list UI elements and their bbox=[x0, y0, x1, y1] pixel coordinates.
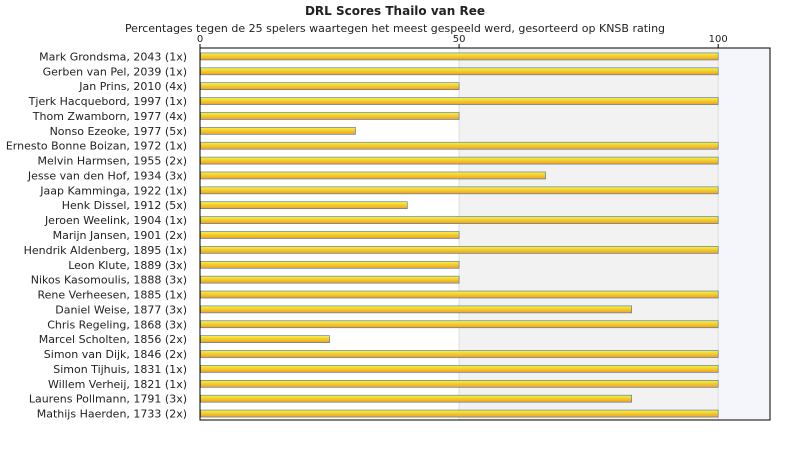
grid-band bbox=[718, 48, 770, 420]
category-label: Thom Zwamborn, 1977 (4x) bbox=[32, 110, 187, 123]
bar bbox=[200, 350, 719, 358]
bar bbox=[200, 171, 546, 180]
tick-label: 100 bbox=[709, 34, 728, 45]
bar bbox=[200, 82, 460, 90]
bar bbox=[200, 127, 356, 135]
bar bbox=[200, 335, 330, 343]
bar bbox=[200, 246, 719, 254]
category-label: Jan Prins, 2010 (4x) bbox=[78, 80, 187, 93]
bar bbox=[200, 305, 632, 314]
category-label: Jesse van den Hof, 1934 (3x) bbox=[27, 169, 187, 182]
category-label: Henk Dissel, 1912 (5x) bbox=[62, 199, 187, 212]
chart-subtitle: Percentages tegen de 25 spelers waartege… bbox=[124, 22, 666, 35]
category-label: Nonso Ezeoke, 1977 (5x) bbox=[50, 125, 187, 138]
category-label: Simon Tijhuis, 1831 (1x) bbox=[53, 363, 187, 376]
category-label: Willem Verheij, 1821 (1x) bbox=[48, 378, 187, 391]
tick-label: 0 bbox=[197, 34, 203, 45]
bar bbox=[200, 409, 719, 418]
category-label: Marcel Scholten, 1856 (2x) bbox=[39, 333, 187, 346]
bar bbox=[200, 52, 719, 61]
tick-label: 50 bbox=[453, 34, 466, 45]
bar bbox=[200, 394, 632, 403]
category-label: Melvin Harmsen, 1955 (2x) bbox=[38, 155, 187, 168]
category-label: Mathijs Haerden, 1733 (2x) bbox=[37, 408, 187, 421]
category-label: Hendrik Aldenberg, 1895 (1x) bbox=[24, 244, 187, 257]
category-label: Chris Regeling, 1868 (3x) bbox=[47, 318, 187, 331]
bar bbox=[200, 365, 719, 373]
bar bbox=[200, 379, 719, 388]
category-label: Marijn Jansen, 1901 (2x) bbox=[53, 229, 187, 242]
category-label: Nikos Kasomoulis, 1888 (3x) bbox=[31, 274, 187, 287]
grid-band bbox=[459, 48, 719, 420]
category-label: Daniel Weise, 1877 (3x) bbox=[55, 303, 187, 316]
bar bbox=[200, 186, 719, 195]
category-label: Tjerk Hacquebord, 1997 (1x) bbox=[28, 95, 187, 108]
bar bbox=[200, 141, 719, 150]
bar bbox=[200, 216, 719, 224]
category-label: Gerben van Pel, 2039 (1x) bbox=[43, 65, 187, 78]
bar bbox=[200, 320, 719, 329]
category-label: Simon van Dijk, 1846 (2x) bbox=[44, 348, 187, 361]
category-label: Laurens Pollmann, 1791 (3x) bbox=[29, 393, 187, 406]
bar bbox=[200, 201, 408, 210]
bar bbox=[200, 112, 460, 120]
category-label: Jeroen Weelink, 1904 (1x) bbox=[44, 214, 187, 227]
category-label: Mark Grondsma, 2043 (1x) bbox=[39, 50, 187, 63]
bar bbox=[200, 156, 719, 165]
bar bbox=[200, 275, 460, 284]
category-label: Leon Klute, 1889 (3x) bbox=[68, 259, 187, 272]
plot-frame bbox=[199, 47, 771, 421]
bar bbox=[200, 260, 460, 269]
bar bbox=[200, 67, 719, 76]
category-label: Rene Verheesen, 1885 (1x) bbox=[38, 289, 187, 302]
bar bbox=[200, 290, 719, 299]
category-label: Ernesto Bonne Boizan, 1972 (1x) bbox=[6, 140, 187, 153]
bar bbox=[200, 97, 719, 105]
chart-title: DRL Scores Thailo van Ree bbox=[304, 4, 486, 18]
bar bbox=[200, 231, 460, 239]
category-label: Jaap Kamminga, 1922 (1x) bbox=[39, 184, 187, 197]
